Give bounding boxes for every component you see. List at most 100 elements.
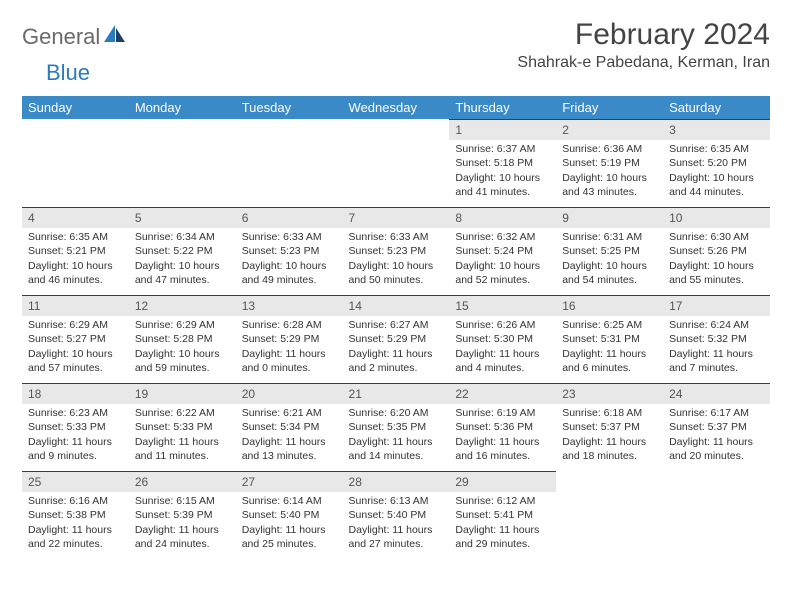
day-detail: Sunrise: 6:28 AMSunset: 5:29 PMDaylight:…: [236, 316, 343, 379]
sunrise-text: Sunrise: 6:26 AM: [455, 318, 550, 332]
calendar-day-cell: 1Sunrise: 6:37 AMSunset: 5:18 PMDaylight…: [449, 119, 556, 207]
sunrise-text: Sunrise: 6:37 AM: [455, 142, 550, 156]
daylight-text: Daylight: 10 hours and 59 minutes.: [135, 347, 230, 375]
day-number: 2: [556, 119, 663, 140]
calendar-day-cell: 27Sunrise: 6:14 AMSunset: 5:40 PMDayligh…: [236, 471, 343, 557]
day-number: 28: [343, 471, 450, 492]
sunset-text: Sunset: 5:41 PM: [455, 508, 550, 522]
day-detail: Sunrise: 6:19 AMSunset: 5:36 PMDaylight:…: [449, 404, 556, 467]
daylight-text: Daylight: 11 hours and 18 minutes.: [562, 435, 657, 463]
daylight-text: Daylight: 11 hours and 27 minutes.: [349, 523, 444, 551]
calendar-day-cell: [663, 471, 770, 557]
sunset-text: Sunset: 5:37 PM: [562, 420, 657, 434]
calendar-day-cell: 25Sunrise: 6:16 AMSunset: 5:38 PMDayligh…: [22, 471, 129, 557]
month-title: February 2024: [517, 18, 770, 52]
daylight-text: Daylight: 10 hours and 49 minutes.: [242, 259, 337, 287]
calendar-day-cell: 3Sunrise: 6:35 AMSunset: 5:20 PMDaylight…: [663, 119, 770, 207]
calendar-day-cell: [22, 119, 129, 207]
calendar-day-cell: 8Sunrise: 6:32 AMSunset: 5:24 PMDaylight…: [449, 207, 556, 295]
day-detail: Sunrise: 6:15 AMSunset: 5:39 PMDaylight:…: [129, 492, 236, 555]
weekday-header: Tuesday: [236, 96, 343, 119]
day-detail: Sunrise: 6:18 AMSunset: 5:37 PMDaylight:…: [556, 404, 663, 467]
day-detail: Sunrise: 6:35 AMSunset: 5:21 PMDaylight:…: [22, 228, 129, 291]
day-number: 26: [129, 471, 236, 492]
daylight-text: Daylight: 10 hours and 47 minutes.: [135, 259, 230, 287]
calendar-day-cell: [236, 119, 343, 207]
daylight-text: Daylight: 10 hours and 57 minutes.: [28, 347, 123, 375]
calendar-day-cell: 20Sunrise: 6:21 AMSunset: 5:34 PMDayligh…: [236, 383, 343, 471]
calendar-day-cell: 26Sunrise: 6:15 AMSunset: 5:39 PMDayligh…: [129, 471, 236, 557]
daylight-text: Daylight: 11 hours and 6 minutes.: [562, 347, 657, 375]
day-number: 21: [343, 383, 450, 404]
daylight-text: Daylight: 11 hours and 14 minutes.: [349, 435, 444, 463]
sunset-text: Sunset: 5:23 PM: [349, 244, 444, 258]
day-number: 23: [556, 383, 663, 404]
sunset-text: Sunset: 5:23 PM: [242, 244, 337, 258]
day-detail: Sunrise: 6:29 AMSunset: 5:28 PMDaylight:…: [129, 316, 236, 379]
daylight-text: Daylight: 10 hours and 55 minutes.: [669, 259, 764, 287]
sunrise-text: Sunrise: 6:15 AM: [135, 494, 230, 508]
day-detail: Sunrise: 6:12 AMSunset: 5:41 PMDaylight:…: [449, 492, 556, 555]
sunset-text: Sunset: 5:28 PM: [135, 332, 230, 346]
day-number: 18: [22, 383, 129, 404]
sunset-text: Sunset: 5:21 PM: [28, 244, 123, 258]
sunrise-text: Sunrise: 6:29 AM: [135, 318, 230, 332]
calendar-day-cell: 15Sunrise: 6:26 AMSunset: 5:30 PMDayligh…: [449, 295, 556, 383]
day-detail: Sunrise: 6:35 AMSunset: 5:20 PMDaylight:…: [663, 140, 770, 203]
sunrise-text: Sunrise: 6:25 AM: [562, 318, 657, 332]
day-number: 13: [236, 295, 343, 316]
calendar-week-row: 1Sunrise: 6:37 AMSunset: 5:18 PMDaylight…: [22, 119, 770, 207]
day-detail: Sunrise: 6:16 AMSunset: 5:38 PMDaylight:…: [22, 492, 129, 555]
day-detail: Sunrise: 6:34 AMSunset: 5:22 PMDaylight:…: [129, 228, 236, 291]
calendar-day-cell: 29Sunrise: 6:12 AMSunset: 5:41 PMDayligh…: [449, 471, 556, 557]
calendar-day-cell: [129, 119, 236, 207]
day-number: 22: [449, 383, 556, 404]
weekday-header: Monday: [129, 96, 236, 119]
calendar-day-cell: 5Sunrise: 6:34 AMSunset: 5:22 PMDaylight…: [129, 207, 236, 295]
calendar-day-cell: [343, 119, 450, 207]
sunrise-text: Sunrise: 6:30 AM: [669, 230, 764, 244]
daylight-text: Daylight: 11 hours and 22 minutes.: [28, 523, 123, 551]
daylight-text: Daylight: 10 hours and 52 minutes.: [455, 259, 550, 287]
sunrise-text: Sunrise: 6:33 AM: [242, 230, 337, 244]
day-number: 12: [129, 295, 236, 316]
sunrise-text: Sunrise: 6:28 AM: [242, 318, 337, 332]
sunset-text: Sunset: 5:29 PM: [349, 332, 444, 346]
logo-text-blue: Blue: [46, 60, 90, 85]
day-number: 17: [663, 295, 770, 316]
day-number: 5: [129, 207, 236, 228]
sunrise-text: Sunrise: 6:16 AM: [28, 494, 123, 508]
logo: General: [22, 18, 128, 50]
calendar-week-row: 25Sunrise: 6:16 AMSunset: 5:38 PMDayligh…: [22, 471, 770, 557]
calendar-day-cell: 6Sunrise: 6:33 AMSunset: 5:23 PMDaylight…: [236, 207, 343, 295]
weekday-header: Thursday: [449, 96, 556, 119]
sunset-text: Sunset: 5:27 PM: [28, 332, 123, 346]
sunset-text: Sunset: 5:19 PM: [562, 156, 657, 170]
sunrise-text: Sunrise: 6:35 AM: [669, 142, 764, 156]
day-number: 15: [449, 295, 556, 316]
day-detail: Sunrise: 6:32 AMSunset: 5:24 PMDaylight:…: [449, 228, 556, 291]
calendar-day-cell: 2Sunrise: 6:36 AMSunset: 5:19 PMDaylight…: [556, 119, 663, 207]
daylight-text: Daylight: 10 hours and 54 minutes.: [562, 259, 657, 287]
day-detail: Sunrise: 6:31 AMSunset: 5:25 PMDaylight:…: [556, 228, 663, 291]
calendar-day-cell: 4Sunrise: 6:35 AMSunset: 5:21 PMDaylight…: [22, 207, 129, 295]
sunrise-text: Sunrise: 6:24 AM: [669, 318, 764, 332]
daylight-text: Daylight: 11 hours and 4 minutes.: [455, 347, 550, 375]
weekday-header: Friday: [556, 96, 663, 119]
calendar-day-cell: 23Sunrise: 6:18 AMSunset: 5:37 PMDayligh…: [556, 383, 663, 471]
calendar-day-cell: 10Sunrise: 6:30 AMSunset: 5:26 PMDayligh…: [663, 207, 770, 295]
sunrise-text: Sunrise: 6:35 AM: [28, 230, 123, 244]
sunrise-text: Sunrise: 6:21 AM: [242, 406, 337, 420]
sunset-text: Sunset: 5:34 PM: [242, 420, 337, 434]
day-number: 29: [449, 471, 556, 492]
calendar-day-cell: 17Sunrise: 6:24 AMSunset: 5:32 PMDayligh…: [663, 295, 770, 383]
day-detail: Sunrise: 6:23 AMSunset: 5:33 PMDaylight:…: [22, 404, 129, 467]
calendar-week-row: 11Sunrise: 6:29 AMSunset: 5:27 PMDayligh…: [22, 295, 770, 383]
day-number: 14: [343, 295, 450, 316]
sunset-text: Sunset: 5:38 PM: [28, 508, 123, 522]
sunset-text: Sunset: 5:31 PM: [562, 332, 657, 346]
day-detail: Sunrise: 6:24 AMSunset: 5:32 PMDaylight:…: [663, 316, 770, 379]
sunrise-text: Sunrise: 6:17 AM: [669, 406, 764, 420]
daylight-text: Daylight: 10 hours and 44 minutes.: [669, 171, 764, 199]
sunrise-text: Sunrise: 6:31 AM: [562, 230, 657, 244]
